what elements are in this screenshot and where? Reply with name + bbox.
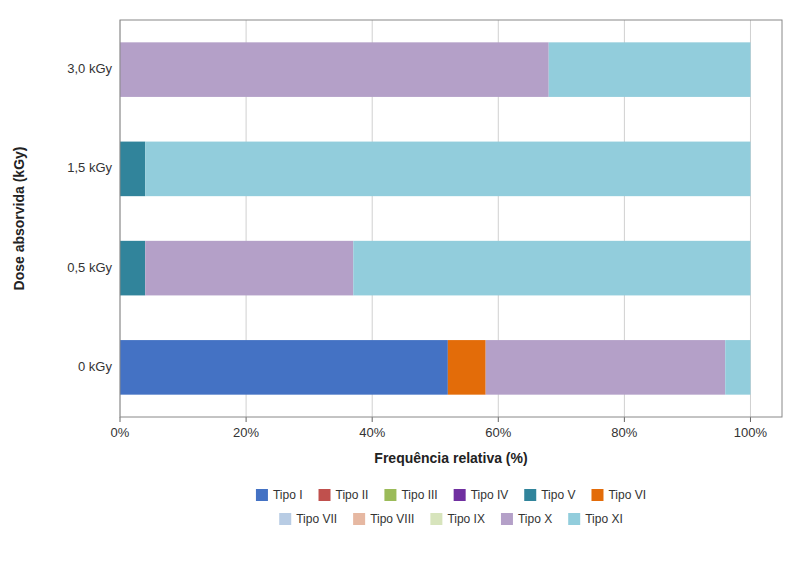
tick-label: 60% bbox=[485, 425, 511, 440]
y-axis: 0 kGy 0,5 kGy 1,5 kGy 3,0 kGy bbox=[67, 61, 112, 374]
tick-mark bbox=[246, 417, 247, 422]
tick-label: 0% bbox=[111, 425, 130, 440]
legend-item: Tipo X bbox=[501, 512, 552, 526]
legend-swatch bbox=[524, 489, 536, 501]
legend-label: Tipo X bbox=[518, 512, 552, 526]
bar-segment bbox=[120, 142, 145, 197]
bars bbox=[120, 42, 750, 394]
tick-mark bbox=[120, 417, 121, 422]
legend-label: Tipo XI bbox=[585, 512, 623, 526]
legend-swatch bbox=[256, 489, 268, 501]
category-label: 0,5 kGy bbox=[67, 260, 112, 275]
legend-item: Tipo III bbox=[384, 488, 437, 502]
category-label: 0 kGy bbox=[78, 359, 112, 374]
legend-item: Tipo IX bbox=[430, 512, 485, 526]
legend-item: Tipo I bbox=[256, 488, 303, 502]
tick-mark bbox=[498, 417, 499, 422]
chart: 0% 20% 40% 60% 80% 100% 0 kGy 0,5 kGy 1,5 kGy 3,0… bbox=[0, 0, 802, 567]
legend-item: Tipo VII bbox=[279, 512, 337, 526]
legend-item: Tipo V bbox=[524, 488, 575, 502]
legend-swatch bbox=[454, 489, 466, 501]
plot-background bbox=[120, 20, 782, 417]
tick-label: 100% bbox=[734, 425, 768, 440]
category-label: 3,0 kGy bbox=[67, 61, 112, 76]
bar-segment bbox=[353, 241, 750, 296]
bar-segment bbox=[486, 340, 726, 395]
tick-label: 20% bbox=[233, 425, 259, 440]
legend-swatch bbox=[430, 513, 442, 525]
legend: Tipo I Tipo II Tipo III Tipo IV Tipo V Tipo V… bbox=[256, 488, 646, 526]
legend-swatch bbox=[353, 513, 365, 525]
legend-item: Tipo VI bbox=[591, 488, 646, 502]
legend-label: Tipo III bbox=[401, 488, 437, 502]
tick-mark bbox=[624, 417, 625, 422]
legend-label: Tipo IX bbox=[447, 512, 485, 526]
bar-segment bbox=[448, 340, 486, 395]
legend-label: Tipo V bbox=[541, 488, 575, 502]
bar-segment bbox=[549, 42, 751, 97]
y-axis-label: Dose absorvida (kGy) bbox=[11, 147, 27, 291]
legend-swatch bbox=[591, 489, 603, 501]
bar-segment bbox=[120, 340, 448, 395]
bar-segment bbox=[120, 241, 145, 296]
x-axis: 0% 20% 40% 60% 80% 100% bbox=[111, 417, 768, 440]
legend-swatch bbox=[279, 513, 291, 525]
plot-frame bbox=[120, 20, 782, 417]
legend-item: Tipo II bbox=[319, 488, 369, 502]
legend-item: Tipo VIII bbox=[353, 512, 414, 526]
legend-item: Tipo IV bbox=[454, 488, 509, 502]
tick-label: 80% bbox=[611, 425, 637, 440]
bar-segment bbox=[120, 42, 549, 97]
tick-mark bbox=[750, 417, 751, 422]
legend-swatch bbox=[384, 489, 396, 501]
category-label: 1,5 kGy bbox=[67, 160, 112, 175]
legend-label: Tipo VI bbox=[608, 488, 646, 502]
legend-item: Tipo XI bbox=[568, 512, 623, 526]
tick-label: 40% bbox=[359, 425, 385, 440]
legend-label: Tipo VII bbox=[296, 512, 337, 526]
x-axis-label: Frequência relativa (%) bbox=[374, 450, 527, 466]
legend-swatch bbox=[319, 489, 331, 501]
bar-segment bbox=[145, 241, 353, 296]
legend-label: Tipo I bbox=[273, 488, 303, 502]
legend-label: Tipo VIII bbox=[370, 512, 414, 526]
legend-label: Tipo II bbox=[336, 488, 369, 502]
tick-mark bbox=[372, 417, 373, 422]
grid bbox=[120, 20, 750, 417]
bar-segment bbox=[145, 142, 750, 197]
legend-label: Tipo IV bbox=[471, 488, 509, 502]
legend-swatch bbox=[568, 513, 580, 525]
bar-segment bbox=[725, 340, 750, 395]
legend-swatch bbox=[501, 513, 513, 525]
